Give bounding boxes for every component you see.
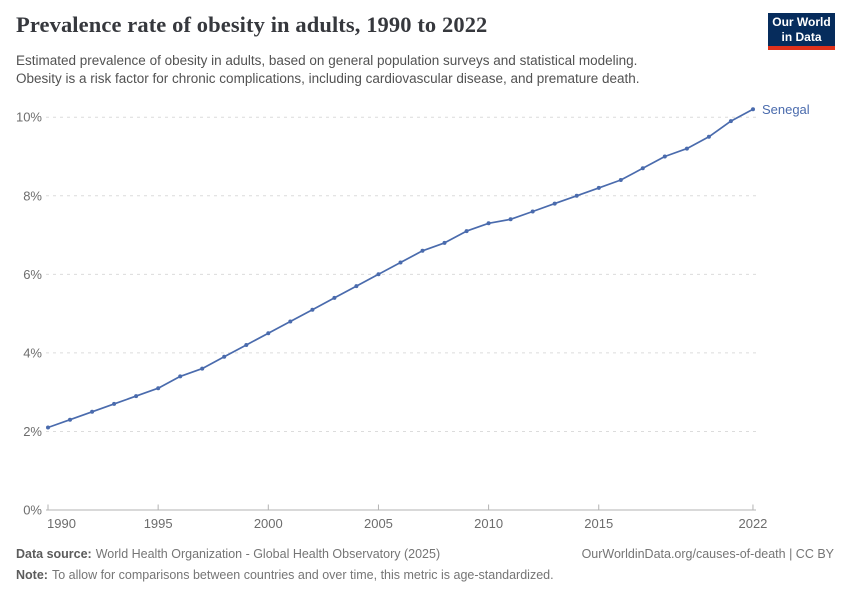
- footer-note-text: To allow for comparisons between countri…: [51, 568, 554, 583]
- x-tick-label: 2000: [254, 516, 283, 531]
- data-point[interactable]: [574, 193, 579, 198]
- data-point[interactable]: [486, 221, 491, 226]
- data-point[interactable]: [508, 217, 513, 222]
- footer-source-row: Data source: World Health Organization - …: [16, 544, 834, 565]
- data-line-senegal[interactable]: [47, 108, 754, 429]
- data-point[interactable]: [618, 178, 623, 182]
- data-point[interactable]: [200, 366, 205, 371]
- footer-source-label: Data source:: [16, 547, 92, 561]
- footer-note-label: Note:: [16, 568, 48, 583]
- data-point[interactable]: [112, 401, 117, 406]
- x-tick-label: 2022: [738, 516, 767, 531]
- footer-source: Data source: World Health Organization - …: [16, 544, 440, 565]
- data-point[interactable]: [266, 331, 271, 336]
- data-point[interactable]: [684, 146, 689, 151]
- chart-canvas: 0% 2% 4% 6% 8% 10% 1990 1995 2000 2005 2010 2015 202…: [16, 102, 810, 531]
- data-point[interactable]: [464, 229, 469, 234]
- owid-logo-line1: Our World: [772, 14, 831, 29]
- y-tick-label: 10%: [16, 110, 42, 125]
- data-point[interactable]: [354, 284, 359, 289]
- x-tick-label: 2010: [474, 516, 503, 531]
- data-point[interactable]: [420, 248, 425, 253]
- data-point[interactable]: [222, 354, 227, 359]
- y-tick-label: 8%: [23, 188, 42, 203]
- y-tick-label: 6%: [23, 267, 42, 282]
- data-point[interactable]: [596, 185, 601, 190]
- footer-note-row: Note: To allow for comparisons between co…: [16, 565, 834, 586]
- data-point[interactable]: [244, 343, 249, 347]
- data-point[interactable]: [310, 307, 315, 312]
- data-point[interactable]: [332, 295, 337, 300]
- y-tick-label: 2%: [23, 424, 42, 439]
- data-point[interactable]: [68, 417, 72, 422]
- footer-rights-link[interactable]: OurWorldinData.org/causes-of-death | CC …: [581, 547, 834, 561]
- data-point[interactable]: [662, 154, 667, 159]
- data-point[interactable]: [706, 134, 711, 139]
- data-point[interactable]: [288, 319, 293, 324]
- data-point[interactable]: [376, 272, 381, 277]
- data-point[interactable]: [134, 394, 139, 399]
- data-point[interactable]: [90, 409, 95, 414]
- owid-logo-line2: in Data: [781, 29, 822, 44]
- y-tick-label: 0%: [23, 503, 42, 518]
- chart-footer: Data source: World Health Organization - …: [16, 544, 834, 587]
- page-title: Prevalence rate of obesity in adults, 19…: [16, 12, 488, 37]
- data-point[interactable]: [751, 107, 755, 112]
- chart-subtitle: Estimated prevalence of obesity in adult…: [16, 53, 640, 86]
- data-point[interactable]: [442, 240, 447, 245]
- data-point[interactable]: [156, 386, 161, 391]
- data-point[interactable]: [46, 425, 50, 430]
- data-point[interactable]: [728, 119, 733, 124]
- x-tick-label: 1995: [144, 516, 173, 531]
- data-point[interactable]: [640, 166, 645, 171]
- x-tick-label: 1990: [47, 516, 76, 531]
- owid-logo[interactable]: Our World in Data: [768, 13, 835, 50]
- data-point[interactable]: [530, 209, 535, 214]
- x-tick-label: 2015: [584, 516, 613, 531]
- footer-source-text: World Health Organization - Global Healt…: [95, 547, 441, 561]
- data-point[interactable]: [398, 260, 403, 265]
- x-tick-label: 2005: [364, 516, 393, 531]
- data-point[interactable]: [178, 374, 183, 379]
- series-end-label[interactable]: Senegal: [762, 102, 810, 117]
- data-point[interactable]: [552, 201, 557, 206]
- y-tick-label: 4%: [23, 345, 42, 360]
